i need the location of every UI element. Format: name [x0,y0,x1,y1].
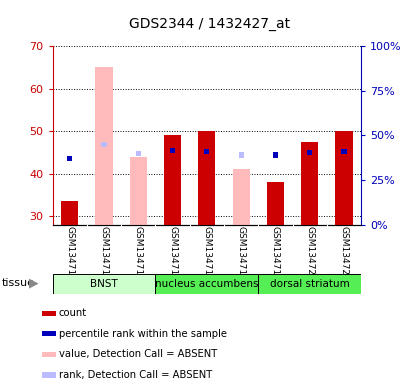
Bar [42,372,56,378]
Bar [101,142,107,147]
Bar [170,148,175,153]
Bar [164,136,181,225]
Text: dorsal striatum: dorsal striatum [270,279,349,289]
Bar [233,169,250,225]
Bar [258,274,361,294]
Text: GDS2344 / 1432427_at: GDS2344 / 1432427_at [129,17,291,31]
Bar [273,152,278,157]
Bar [130,157,147,225]
Text: BNST: BNST [90,279,118,289]
Text: percentile rank within the sample: percentile rank within the sample [59,329,227,339]
Bar [267,182,284,225]
Bar [336,131,353,225]
Bar [301,142,318,225]
Bar [67,156,72,161]
Text: ▶: ▶ [29,277,38,290]
Text: nucleus accumbens: nucleus accumbens [155,279,259,289]
Bar [95,67,113,225]
Text: value, Detection Call = ABSENT: value, Detection Call = ABSENT [59,349,217,359]
Bar [204,149,210,154]
Text: tissue: tissue [2,278,35,288]
Bar [42,352,56,357]
Bar [42,311,56,316]
Bar [307,150,312,155]
Bar [42,331,56,336]
Bar [155,274,258,294]
Bar [61,201,78,225]
Text: count: count [59,308,87,318]
Bar [341,149,346,154]
Bar [198,131,215,225]
Bar [136,151,141,156]
Text: rank, Detection Call = ABSENT: rank, Detection Call = ABSENT [59,370,212,380]
Bar [52,274,155,294]
Bar [239,152,244,157]
